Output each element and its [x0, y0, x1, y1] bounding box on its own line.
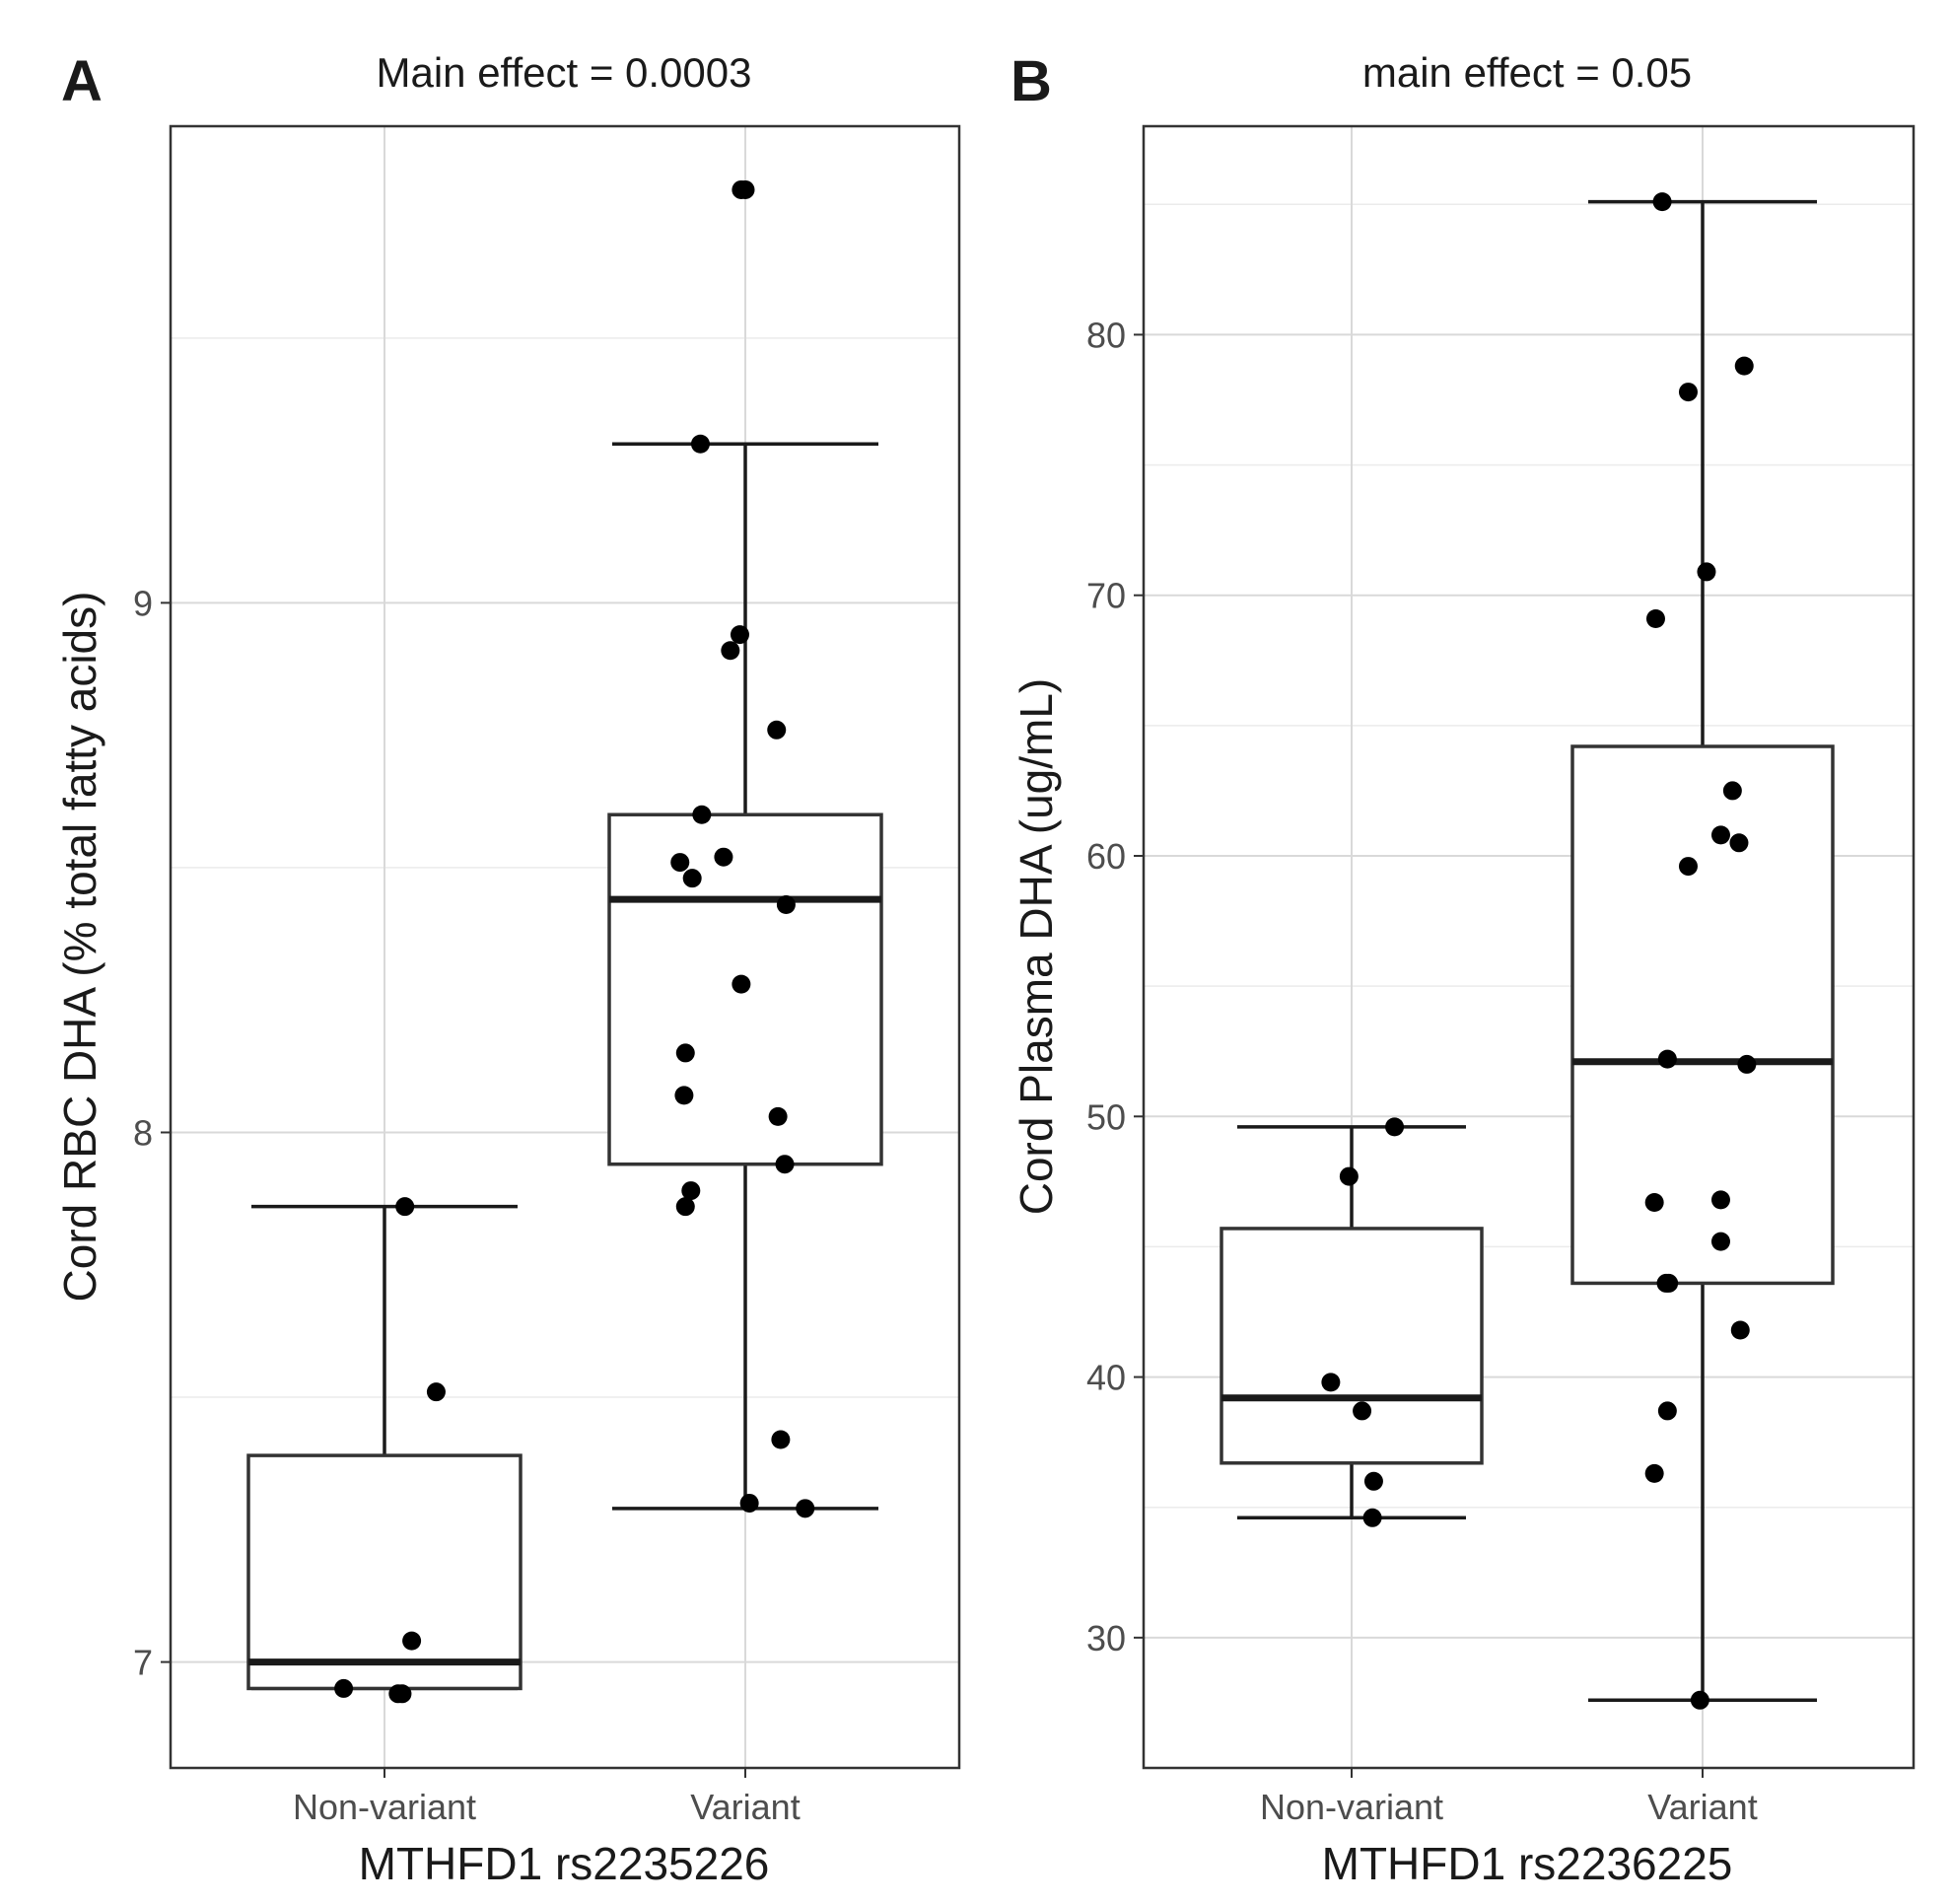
data-point — [1657, 1401, 1677, 1421]
data-point — [1657, 1049, 1677, 1069]
data-point — [1644, 1463, 1664, 1483]
data-point — [1710, 1232, 1730, 1251]
panel-a-y-axis: 7 8 9 — [133, 583, 171, 1683]
data-point — [334, 1678, 354, 1698]
data-point — [690, 434, 710, 454]
data-point — [1645, 609, 1665, 628]
panel-b-y-axis: 30 40 50 60 70 80 — [1086, 315, 1144, 1658]
data-point — [1730, 1320, 1750, 1340]
data-point — [730, 625, 749, 645]
x-tick-label: Non-variant — [1260, 1787, 1443, 1827]
y-tick-label: 40 — [1086, 1358, 1126, 1398]
data-point — [674, 1086, 694, 1105]
data-point — [682, 869, 702, 888]
panel-b-x-axis: Non-variant Variant — [1260, 1768, 1758, 1827]
data-point — [392, 1684, 412, 1704]
data-point — [1710, 825, 1730, 845]
x-tick-label: Variant — [1647, 1787, 1757, 1827]
data-point — [670, 853, 690, 873]
panel-b-x-axis-title: MTHFD1 rs2236225 — [1322, 1838, 1733, 1889]
iqr-box — [1220, 1227, 1484, 1465]
y-tick-label: 70 — [1086, 576, 1126, 616]
panel-b-plot-frame — [1142, 124, 1916, 1770]
data-point — [1710, 1190, 1730, 1210]
y-tick-label: 60 — [1086, 836, 1126, 877]
data-point — [775, 1155, 795, 1174]
data-point — [796, 1499, 815, 1518]
x-tick-label: Non-variant — [293, 1787, 476, 1827]
data-point — [768, 1106, 788, 1126]
data-point — [1644, 1193, 1664, 1212]
data-point — [1734, 356, 1754, 376]
data-point — [714, 847, 733, 867]
data-point — [1678, 383, 1698, 402]
data-point — [1652, 192, 1672, 212]
data-point — [1722, 781, 1742, 801]
panel-b-letter: B — [1011, 49, 1052, 113]
data-point — [1697, 562, 1716, 582]
boxplot-variant — [1570, 199, 1835, 1703]
panel-a-plot-frame — [169, 124, 961, 1770]
data-point — [1737, 1054, 1757, 1074]
panel-b-title: main effect = 0.05 — [1362, 49, 1692, 96]
data-point — [675, 1043, 695, 1063]
panel-b: B main effect = 0.05 30 40 50 60 70 80 Non-va… — [1011, 49, 1916, 1889]
panel-a: A Main effect = 0.0003 7 8 9 Non-variant Va… — [54, 49, 961, 1889]
iqr-box — [246, 1453, 523, 1691]
panel-a-title: Main effect = 0.0003 — [377, 49, 752, 96]
data-point — [732, 179, 751, 199]
panel-a-letter: A — [61, 49, 103, 113]
y-tick-label: 9 — [133, 583, 153, 623]
data-point — [739, 1493, 759, 1513]
data-point — [1321, 1373, 1341, 1392]
data-point — [1690, 1690, 1709, 1710]
data-point — [1678, 857, 1698, 877]
data-point — [675, 1197, 695, 1217]
boxplot-non-variant — [246, 1204, 523, 1691]
data-point — [1363, 1471, 1383, 1491]
y-tick-label: 80 — [1086, 315, 1126, 355]
panel-b-y-axis-title: Cord Plasma DHA (ug/mL) — [1011, 678, 1062, 1216]
panel-a-x-axis-title: MTHFD1 rs2235226 — [359, 1838, 770, 1889]
y-tick-label: 50 — [1086, 1096, 1126, 1137]
panel-a-points — [334, 179, 815, 1704]
boxplot-non-variant — [1220, 1125, 1484, 1520]
x-tick-label: Variant — [690, 1787, 800, 1827]
y-tick-label: 8 — [133, 1112, 153, 1153]
iqr-box — [1570, 744, 1835, 1286]
y-tick-label: 7 — [133, 1643, 153, 1683]
data-point — [1659, 1273, 1679, 1293]
data-point — [426, 1382, 446, 1402]
data-point — [732, 974, 751, 994]
panel-a-boxes — [246, 442, 883, 1691]
data-point — [1353, 1401, 1372, 1421]
panel-b-boxes — [1220, 199, 1835, 1703]
data-point — [692, 805, 712, 824]
data-point — [1729, 833, 1749, 853]
data-point — [721, 641, 740, 661]
panel-b-points — [1321, 192, 1757, 1710]
data-point — [402, 1631, 422, 1651]
data-point — [771, 1430, 791, 1449]
y-tick-label: 30 — [1086, 1618, 1126, 1658]
panel-a-y-axis-title: Cord RBC DHA (% total fatty acids) — [54, 592, 105, 1303]
data-point — [1385, 1117, 1405, 1137]
data-point — [1362, 1508, 1382, 1527]
data-point — [395, 1197, 415, 1217]
data-point — [767, 720, 787, 740]
data-point — [681, 1181, 701, 1201]
data-point — [776, 895, 796, 915]
panel-a-x-axis: Non-variant Variant — [293, 1768, 801, 1827]
data-point — [1339, 1166, 1359, 1186]
